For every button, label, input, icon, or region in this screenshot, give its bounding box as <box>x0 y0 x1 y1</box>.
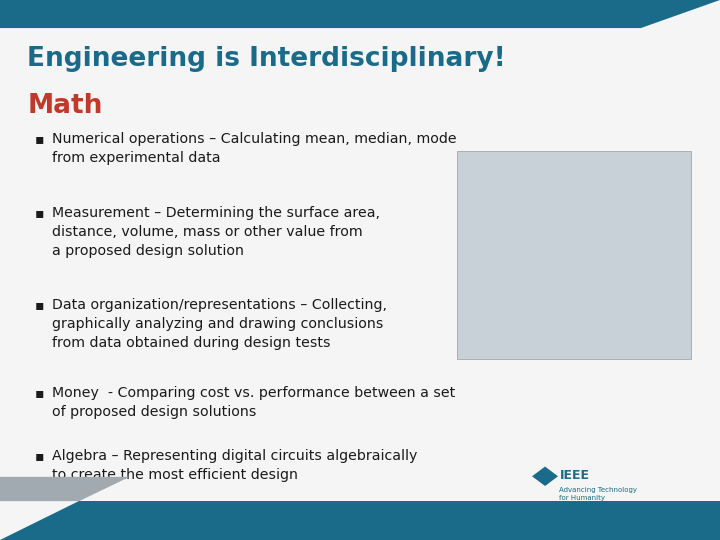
Text: Advancing Technology
for Humanity: Advancing Technology for Humanity <box>559 487 637 501</box>
Polygon shape <box>0 477 130 501</box>
Text: Math: Math <box>27 93 103 119</box>
Text: IEEE: IEEE <box>559 469 590 482</box>
Polygon shape <box>0 501 720 540</box>
Text: Algebra – Representing digital circuits algebraically
to create the most efficie: Algebra – Representing digital circuits … <box>52 449 417 482</box>
Text: Data organization/representations – Collecting,
graphically analyzing and drawin: Data organization/representations – Coll… <box>52 298 387 350</box>
Text: ▪: ▪ <box>35 206 44 220</box>
Text: Measurement – Determining the surface area,
distance, volume, mass or other valu: Measurement – Determining the surface ar… <box>52 206 380 258</box>
Text: Engineering is Interdisciplinary!: Engineering is Interdisciplinary! <box>27 46 506 72</box>
Text: ▪: ▪ <box>35 132 44 146</box>
Polygon shape <box>532 467 558 486</box>
Text: Money  - Comparing cost vs. performance between a set
of proposed design solutio: Money - Comparing cost vs. performance b… <box>52 386 455 419</box>
Bar <box>457 151 691 359</box>
Text: ▪: ▪ <box>35 386 44 400</box>
Text: ▪: ▪ <box>35 298 44 312</box>
Text: Numerical operations – Calculating mean, median, mode
from experimental data: Numerical operations – Calculating mean,… <box>52 132 456 165</box>
Text: ▪: ▪ <box>35 449 44 463</box>
Polygon shape <box>0 0 720 28</box>
